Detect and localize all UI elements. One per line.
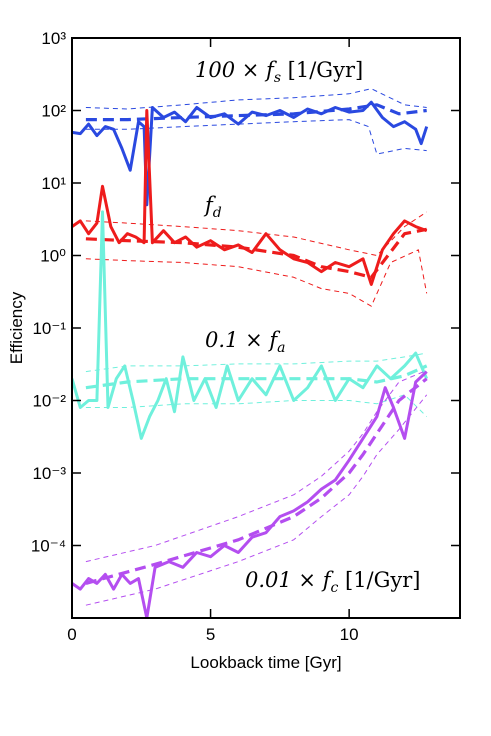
- series-line: [85, 364, 428, 390]
- annotation-text: f: [203, 193, 216, 217]
- series-line: [72, 210, 429, 440]
- plot-area: [72, 88, 429, 618]
- annotation-sub: d: [213, 205, 222, 221]
- annotation-sub: c: [330, 580, 338, 596]
- x-tick-label: 0: [67, 625, 76, 644]
- annotation: 0.01 × fc [1/Gyr]: [245, 568, 421, 596]
- annotation-sub: s: [274, 70, 281, 86]
- x-axis-label: Lookback time [Gyr]: [190, 653, 341, 672]
- annotation-after: [1/Gyr]: [281, 58, 363, 82]
- series-line: [72, 100, 429, 207]
- y-tick-label: 10⁻²: [32, 392, 66, 411]
- annotation-sub: a: [277, 340, 285, 356]
- series-line: [85, 352, 427, 373]
- y-tick-label: 10¹: [41, 174, 66, 193]
- series-line: [72, 370, 428, 618]
- series-line: [85, 249, 428, 307]
- annotation: 100 × fs [1/Gyr]: [195, 58, 363, 86]
- annotation: fd: [203, 193, 222, 221]
- annotation-text: 0.1 × f: [205, 328, 280, 352]
- series-line: [85, 394, 428, 606]
- series-line: [85, 394, 428, 417]
- y-tick-label: 10⁻⁴: [31, 537, 66, 556]
- series-line: [85, 377, 428, 585]
- annotation: 0.1 × fa: [205, 328, 285, 356]
- y-axis-label: Efficiency: [7, 291, 26, 364]
- y-tick-label: 10⁰: [40, 247, 66, 266]
- series-line: [85, 88, 427, 110]
- series-line: [85, 211, 427, 256]
- annotation-text: 100 × f: [195, 58, 277, 82]
- series-line: [85, 227, 428, 279]
- series-line: [85, 119, 427, 155]
- y-tick-label: 10²: [41, 102, 66, 121]
- x-tick-label: 10: [340, 625, 359, 644]
- series-line: [72, 109, 428, 286]
- y-tick-label: 10³: [41, 29, 66, 48]
- y-tick-label: 10⁻³: [32, 464, 66, 483]
- x-tick-label: 5: [206, 625, 215, 644]
- y-tick-label: 10⁻¹: [32, 319, 66, 338]
- annotation-after: [1/Gyr]: [338, 568, 420, 592]
- annotation-text: 0.01 × f: [245, 568, 334, 592]
- series-line: [85, 369, 427, 563]
